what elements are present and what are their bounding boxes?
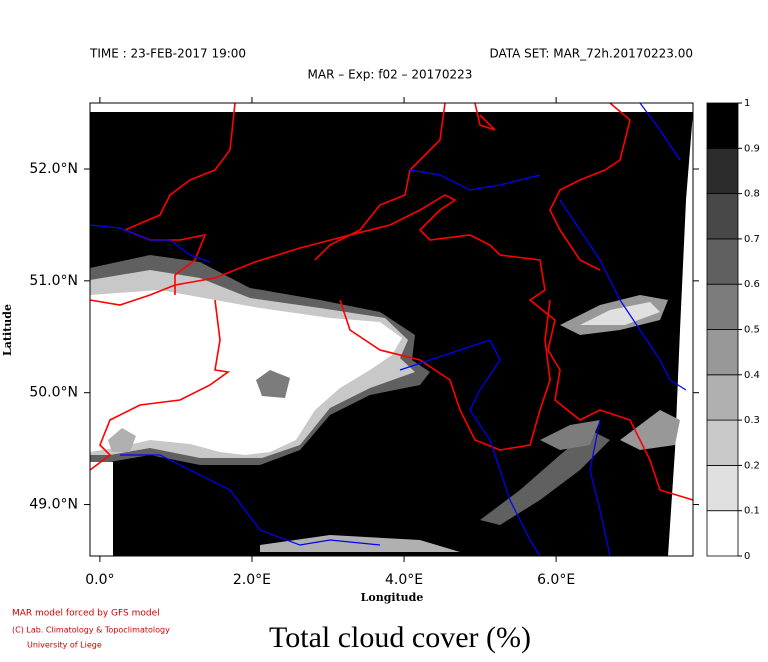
river bbox=[120, 454, 381, 546]
coastline-border bbox=[549, 102, 631, 271]
colorbar-band bbox=[706, 510, 739, 557]
river bbox=[559, 199, 687, 391]
dataset-label: DATA SET: MAR_72h.20170223.00 bbox=[489, 47, 693, 61]
colorbar-band bbox=[706, 193, 739, 240]
colorbar-tick-label: 0.8 bbox=[744, 189, 760, 200]
coastline-border bbox=[89, 299, 231, 471]
map-field bbox=[89, 102, 694, 557]
colorbar-band bbox=[706, 102, 739, 149]
axes: 0.0° 2.0°E 4.0°E 6.0°E 49.0°N 50.0°N 51.0°N 52.… bbox=[29, 97, 699, 588]
cloud-patch bbox=[620, 410, 680, 450]
coastline-border bbox=[474, 102, 496, 131]
colorbar-band bbox=[706, 147, 739, 195]
coastline-border bbox=[339, 299, 551, 451]
x-tick-label: 4.0°E bbox=[385, 572, 423, 588]
caption: Total cloud cover (%) bbox=[269, 621, 531, 654]
river bbox=[89, 224, 211, 263]
credit: (C) Lab. Climatology & Topoclimatology bbox=[12, 626, 170, 635]
cloud-patch bbox=[256, 370, 290, 398]
colorbar-band bbox=[706, 464, 739, 512]
colorbar-tick-label: 0.5 bbox=[744, 325, 760, 336]
clear-sky bbox=[90, 290, 402, 455]
credit: University of Liege bbox=[27, 641, 102, 650]
y-tick-label: 51.0°N bbox=[29, 273, 78, 289]
y-tick-label: 49.0°N bbox=[29, 497, 78, 513]
coastline-border bbox=[314, 102, 446, 261]
coastline-border bbox=[89, 194, 694, 501]
y-axis-label: Latitude bbox=[1, 304, 14, 356]
colorbar-tick-label: 0.3 bbox=[744, 415, 760, 426]
x-tick-label: 6.0°E bbox=[537, 572, 575, 588]
river bbox=[399, 339, 541, 557]
cloud-patch bbox=[108, 428, 136, 452]
cloud-patch bbox=[480, 430, 610, 525]
colorbar-tick-label: 0.1 bbox=[744, 506, 760, 517]
river bbox=[589, 419, 611, 557]
colorbar-band bbox=[706, 374, 739, 421]
river bbox=[409, 169, 541, 191]
colorbar-tick-label: 0.2 bbox=[744, 460, 760, 471]
credit: MAR model forced by GFS model bbox=[12, 609, 160, 619]
colorbar-tick-label: 0.7 bbox=[744, 234, 760, 245]
colorbar-tick-label: 1 bbox=[744, 98, 750, 109]
time-label: TIME : 23-FEB-2017 19:00 bbox=[89, 47, 246, 61]
colorbar-tick-label: 0.6 bbox=[744, 279, 760, 290]
x-tick-label: 0.0° bbox=[85, 572, 114, 588]
colorbar-tick-label: 0 bbox=[744, 551, 750, 562]
colorbar-tick-label: 0.4 bbox=[744, 370, 760, 381]
colorbar-band bbox=[706, 238, 739, 285]
colorbar-band bbox=[706, 419, 739, 466]
colorbar: 0 0.1 0.2 0.3 0.4 0.5 0.6 0.7 0.8 0.9 1 bbox=[706, 98, 760, 562]
x-tick-label: 2.0°E bbox=[233, 572, 271, 588]
colorbar-band bbox=[706, 283, 739, 330]
plot-frame bbox=[89, 102, 694, 557]
colorbar-band bbox=[706, 329, 739, 376]
river bbox=[639, 102, 681, 161]
y-tick-label: 52.0°N bbox=[29, 161, 78, 177]
y-tick-label: 50.0°N bbox=[29, 385, 78, 401]
cloud-patch bbox=[540, 420, 600, 450]
chart-title: MAR – Exp: f02 – 20170223 bbox=[308, 68, 473, 82]
cloud-patch bbox=[580, 302, 660, 325]
colorbar-tick-label: 0.9 bbox=[744, 143, 760, 154]
x-axis-label: Longitude bbox=[361, 591, 424, 604]
